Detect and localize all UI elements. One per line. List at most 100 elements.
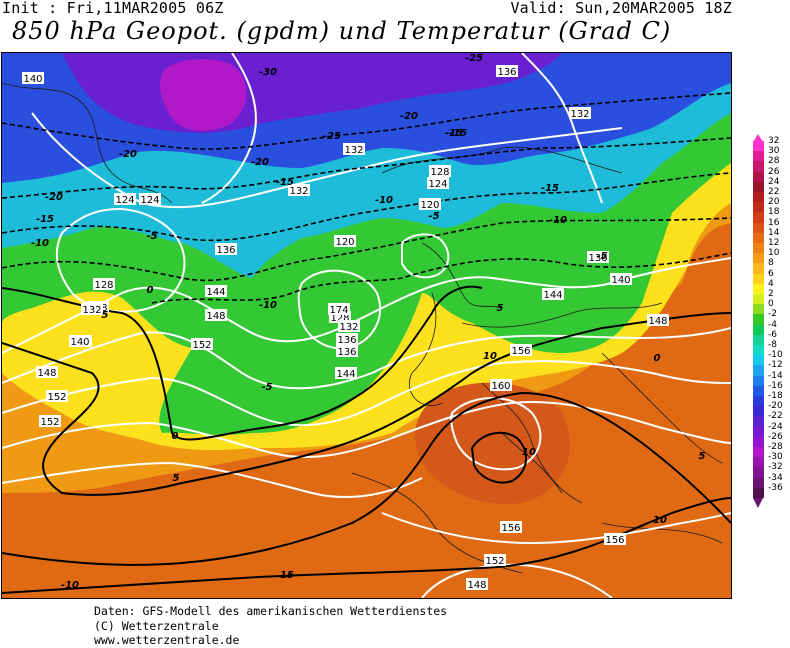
colorbar-tick-label: -28 [768, 442, 783, 452]
weather-map: 140 124 136 132 124 128 132 120 136 132 … [1, 52, 732, 599]
colorbar-tick-label: -12 [768, 360, 783, 371]
svg-text:132: 132 [339, 322, 358, 333]
geo-label: 148 [205, 309, 227, 322]
geo-label: 120 [334, 235, 356, 248]
geo-label: 120 [419, 198, 441, 211]
colorbar-cell [753, 396, 764, 407]
temp-label: -5 [596, 251, 607, 262]
temp-label: -5 [146, 231, 157, 242]
geo-label: 156 [604, 533, 626, 546]
geo-label: 140 [69, 335, 91, 348]
colorbar-tick-label: 14 [768, 227, 780, 238]
colorbar-cell [753, 406, 764, 417]
svg-text:148: 148 [37, 368, 56, 379]
colorbar-tick-label: -10 [768, 350, 783, 361]
geo-label: 152 [39, 415, 61, 428]
svg-text:136: 136 [337, 347, 356, 358]
svg-text:136: 136 [497, 67, 516, 78]
svg-text:124: 124 [115, 195, 134, 206]
colorbar-cell [753, 294, 764, 305]
colorbar-tick-label: -8 [768, 340, 777, 350]
colorbar-cell [753, 487, 764, 499]
colorbar-cell [753, 151, 764, 162]
colorbar-bottom-arrow [753, 498, 763, 508]
colorbar-tick-label: -4 [768, 319, 777, 330]
geo-label: 140 [22, 72, 44, 85]
temp-label: -15 [36, 214, 54, 225]
geo-label: 128 [429, 165, 451, 178]
geo-label: 144 [335, 367, 357, 380]
geo-label: 156 [500, 521, 522, 534]
colorbar-cell [753, 232, 764, 244]
svg-text:156: 156 [511, 346, 530, 357]
geo-label: 148 [466, 578, 488, 591]
colorbar-tick-label: 6 [768, 268, 774, 279]
colorbar-tick-label: 2 [768, 289, 774, 299]
temp-label: -20 [119, 149, 137, 160]
temp-label: -5 [146, 231, 157, 242]
geo-label: 136 [587, 251, 609, 264]
temp-label: 0 [172, 431, 179, 442]
temp-label: -10 [259, 300, 277, 311]
temp-label: -25 [323, 131, 341, 142]
geo-label: 136 [336, 333, 358, 346]
svg-text:136: 136 [216, 245, 235, 256]
colorbar-tick-label: 18 [768, 207, 780, 218]
svg-text:128: 128 [430, 167, 449, 178]
colorbar-tick-label: -16 [768, 380, 783, 391]
svg-text:174: 174 [329, 305, 348, 316]
geo-label: 124 [114, 193, 136, 206]
cold-core [160, 59, 247, 131]
colorbar-cell [753, 222, 764, 234]
temp-label: -15 [276, 177, 294, 188]
svg-text:136: 136 [588, 253, 607, 264]
colorbar-cell [753, 171, 764, 183]
svg-text:160: 160 [491, 381, 510, 392]
colorbar-cell [753, 467, 764, 479]
svg-text:136: 136 [337, 335, 356, 346]
colorbar-tick-label: -32 [768, 462, 783, 473]
colorbar-cell [753, 375, 764, 387]
colorbar-tick-label: -22 [768, 411, 783, 422]
geo-label: 124 [427, 177, 449, 190]
svg-text:152: 152 [40, 417, 59, 428]
geo-label: 144 [542, 288, 564, 301]
colorbar-cell [753, 243, 764, 254]
temp-label: 5 [173, 473, 180, 484]
svg-text:124: 124 [140, 195, 159, 206]
geo-label: 148 [647, 314, 669, 327]
svg-text:132: 132 [344, 145, 363, 156]
temperature-isotherms [2, 92, 731, 304]
colorbar-cell [753, 253, 764, 264]
colorbar-cell [753, 324, 764, 336]
geo-label: 136 [215, 243, 237, 256]
geo-label: 156 [510, 344, 532, 357]
svg-text:148: 148 [206, 311, 225, 322]
svg-text:144: 144 [336, 369, 355, 380]
svg-text:120: 120 [335, 237, 354, 248]
colorbar-cell [753, 283, 764, 295]
colorbar-cell [753, 436, 764, 448]
temp-label: -20 [45, 192, 63, 203]
temp-label: -5 [261, 382, 272, 393]
svg-text:124: 124 [428, 179, 447, 190]
colorbar-cell [753, 385, 764, 397]
temp-label: -20 [251, 157, 269, 168]
colorbar-cell [753, 181, 764, 193]
colorbar-tick-label: 26 [768, 166, 780, 177]
temp-label: -10 [375, 195, 393, 206]
colorbar-cell [753, 263, 764, 275]
valid-time-label: Valid: Sun,20MAR2005 18Z [510, 0, 732, 17]
temp-label: -15 [541, 183, 559, 194]
colorbar-tick-label: -2 [768, 309, 777, 320]
colorbar-cell [753, 426, 764, 438]
geo-label: 152 [191, 338, 213, 351]
svg-text:128: 128 [94, 280, 113, 291]
colorbar-cell [753, 314, 764, 326]
temperature-isotherms-solid [2, 285, 731, 594]
colorbar-tick-label: 16 [768, 217, 780, 228]
colorbar-cell [753, 212, 764, 224]
temp-label: 0 [147, 285, 154, 296]
temp-label: 15 [280, 570, 294, 581]
colorbar-cell [753, 355, 764, 366]
